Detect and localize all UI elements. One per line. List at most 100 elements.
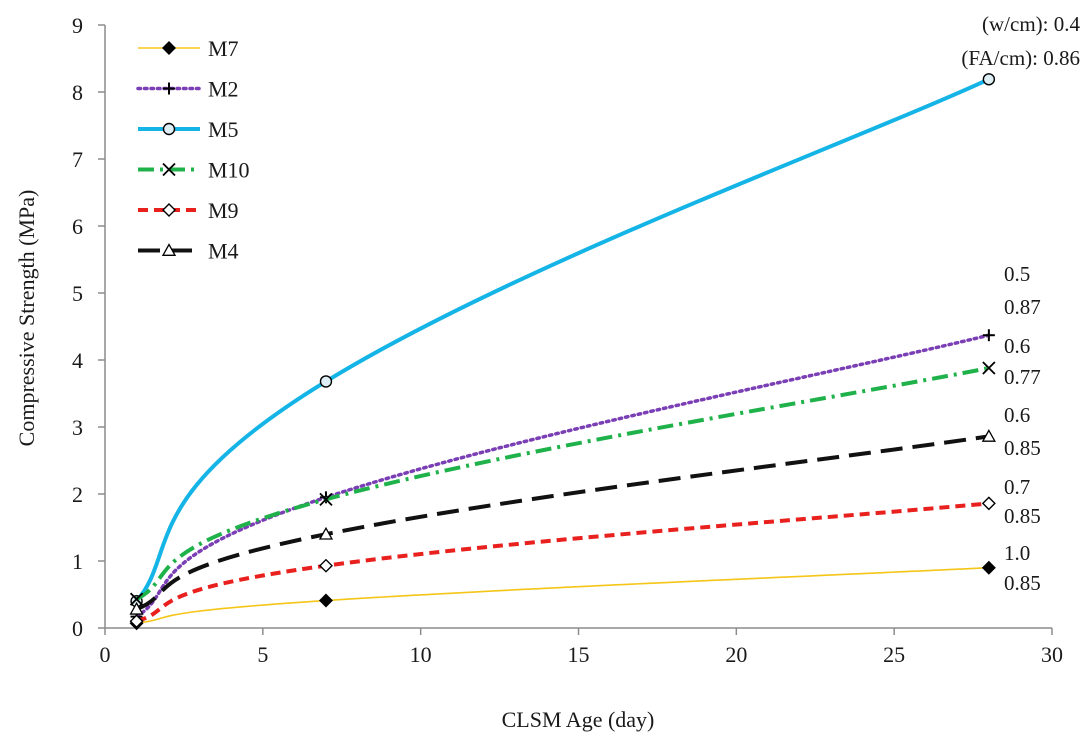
legend-label: M10 [208,158,250,183]
data-point-marker [129,592,144,606]
annotation-facm: 0.77 [1004,365,1041,389]
y-tick-label: 5 [72,281,83,306]
x-marker-b [129,592,144,606]
x-tick-label: 5 [257,642,268,667]
legend-item-m7: M7 [138,36,239,61]
data-point-marker [162,41,176,55]
y-tick-label: 7 [72,147,83,172]
annotation-m9: 0.7 0.85 [1004,475,1041,528]
data-point-marker [129,614,144,629]
data-point-marker [318,593,333,608]
x-marker-b [319,492,333,506]
y-tick-label: 6 [72,214,83,239]
data-point-marker [163,82,175,95]
legend-item-m4: M4 [138,239,239,264]
annotation-facm: 0.87 [1004,295,1041,319]
series-m5 [130,73,996,608]
diamond-marker [129,614,144,629]
x-tick-label: 10 [410,642,432,667]
data-point-marker [982,73,996,86]
annotations: 1.0 0.85 0.5 0.87 (w/cm): 0.4 (FA/cm): 0.86 0.… [961,12,1080,595]
data-point-marker [319,492,333,506]
series-m4 [129,429,996,615]
diamond-marker [981,496,996,511]
x-tick-label: 30 [1041,642,1063,667]
legend-label: M2 [208,77,239,102]
data-point-marker [161,243,177,256]
data-point-marker [981,560,996,575]
series-m9 [129,496,996,629]
legend-label: M9 [208,198,239,223]
annotation-m2: 0.5 0.87 [1004,262,1041,319]
data-point-marker [162,122,176,136]
series-line-m5 [135,77,990,603]
series-m2 [130,329,995,623]
series-layer [129,73,996,631]
diamond-marker [318,558,333,573]
legend: M7 M2 M5 M10 M9 M4 [136,36,250,264]
series-line-m7 [136,566,989,625]
annotation-facm: 0.85 [1004,504,1041,528]
triangle-marker [318,526,334,540]
x-axis-title: CLSM Age (day) [502,707,655,732]
y-tick-label: 0 [72,616,83,641]
series-line-m10 [135,366,990,601]
data-point-marker [129,601,144,615]
legend-item-m10: M10 [138,158,250,183]
x-marker-b [162,162,176,177]
data-point-marker [162,162,176,177]
x-tick-label: 20 [725,642,747,667]
triangle-marker [129,601,144,615]
axes: 0 5 10 15 20 25 30 0 1 2 3 4 5 6 7 8 9 [72,13,1063,667]
circle-marker [319,375,333,388]
circle-marker [982,73,996,86]
data-point-marker [982,361,996,375]
annotation-wcm: 1.0 [1004,541,1030,565]
data-point-marker [982,329,995,342]
x-tick-label: 15 [568,642,590,667]
annotation-wcm: 0.7 [1004,475,1030,499]
diamond-marker [318,593,333,608]
series-m7 [129,560,996,631]
data-point-marker [981,429,996,442]
y-tick-label: 8 [72,80,83,105]
x-marker-b [982,361,996,375]
y-tick-label: 2 [72,482,83,507]
diamond-marker [981,560,996,575]
series-m10 [129,361,996,606]
triangle-marker [981,429,996,442]
data-point-marker [318,526,334,540]
annotation-m7: 1.0 0.85 [1004,541,1041,595]
x-tick-label: 0 [100,642,111,667]
diamond-marker [162,41,176,55]
y-tick-label: 9 [72,13,83,38]
annotation-facm: 0.85 [1004,436,1041,460]
series-line-m2 [134,333,991,619]
y-axis-title: Compressive Strength (MPa) [14,190,39,447]
annotation-facm: 0.85 [1004,571,1041,595]
data-point-marker [319,375,333,388]
annotation-m10: 0.6 0.77 [1004,334,1041,389]
series-line-m9 [136,501,990,624]
triangle-marker [161,243,177,256]
y-tick-label: 1 [72,549,83,574]
data-point-marker [981,496,996,511]
circle-marker [162,122,176,136]
legend-label: M5 [208,117,239,142]
annotation-wcm: 0.6 [1004,403,1030,427]
x-tick-label: 25 [883,642,905,667]
legend-item-m2: M2 [136,77,239,102]
annotation-wcm: 0.6 [1004,334,1030,358]
annotation-facm: (FA/cm): 0.86 [961,46,1080,70]
annotation-wcm: (w/cm): 0.4 [982,12,1080,36]
legend-label: M7 [208,36,239,61]
series-line-m4 [135,434,990,612]
legend-item-m9: M9 [138,198,239,223]
y-tick-label: 4 [72,348,83,373]
data-point-marker [162,203,176,217]
diamond-marker [162,203,176,217]
annotation-m5: (w/cm): 0.4 (FA/cm): 0.86 [961,12,1080,70]
annotation-wcm: 0.5 [1004,262,1030,286]
annotation-m4: 0.6 0.85 [1004,403,1041,460]
